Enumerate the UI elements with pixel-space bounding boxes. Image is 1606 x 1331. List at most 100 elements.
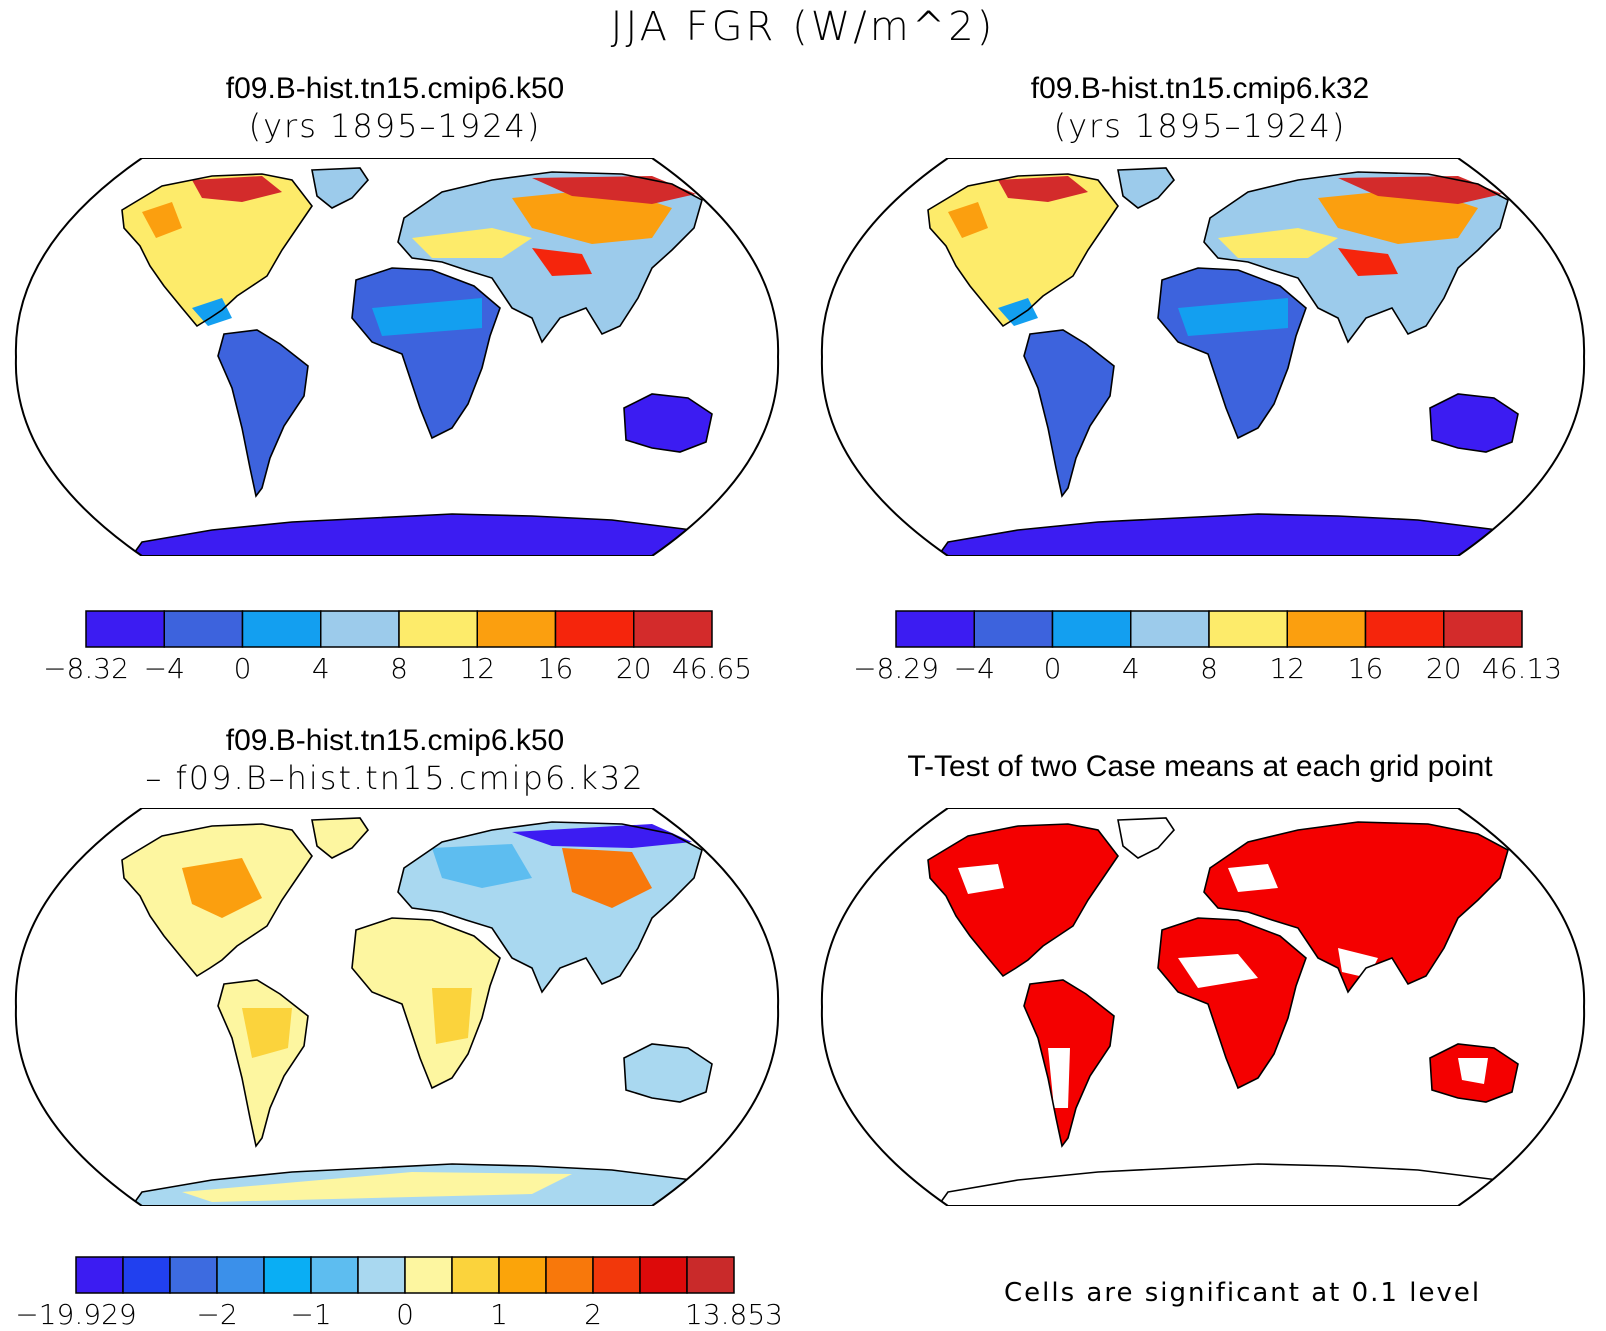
field-patch (1338, 248, 1398, 276)
greenland-landmass (1118, 168, 1174, 208)
field-patch (998, 298, 1038, 326)
field-patch (532, 248, 592, 276)
field-patch (192, 176, 282, 202)
africa-landmass (352, 918, 500, 1088)
colorbar-swatch (1130, 610, 1210, 648)
panel-1-colorbar (85, 610, 713, 648)
africa-coastline (351, 267, 501, 440)
panel-4-ttest-title: T-Test of two Case means at each grid po… (907, 750, 1493, 783)
field-patch (1178, 954, 1258, 988)
colorbar-tick-label: 4 (311, 652, 330, 685)
eurasia-landmass (1204, 822, 1508, 992)
colorbar-swatch (85, 610, 165, 648)
colorbar-tick-label: −2 (196, 1298, 238, 1331)
colorbar-tick-label: 12 (459, 652, 496, 685)
panel-1-years: (yrs 1895–1924) (248, 107, 542, 145)
colorbar-swatch (163, 610, 244, 648)
eurasia-coastline (397, 171, 703, 344)
colorbar-tick-label: −1 (290, 1298, 332, 1331)
field-patch (432, 844, 532, 888)
southAmerica-coastline (217, 329, 309, 498)
greenland-coastline (1117, 817, 1176, 859)
southAmerica-landmass (1024, 330, 1114, 496)
southAmerica-coastline (1023, 329, 1115, 498)
field-patch (562, 848, 652, 908)
antarctica-coastline (936, 513, 1562, 556)
field-patch (958, 864, 1004, 894)
field-patch (1218, 228, 1338, 258)
field-patch (192, 298, 232, 326)
antarctica-coastline (130, 513, 756, 556)
colorbar-swatch (1051, 610, 1132, 648)
colorbar-swatch (398, 610, 478, 648)
colorbar-tick-label: 46.13 (1481, 652, 1563, 685)
colorbar-swatch (498, 1256, 547, 1294)
colorbar-swatch (169, 1256, 218, 1294)
colorbar-tick-label: 0 (233, 652, 252, 685)
eurasia-coastline (1203, 821, 1509, 994)
colorbar-tick-label: 20 (615, 652, 652, 685)
northAmerica-coastline (927, 173, 1119, 328)
panel-4-title: T-Test of two Case means at each grid po… (800, 752, 1600, 782)
northAmerica-landmass (928, 824, 1118, 976)
colorbar-tick-label: 0 (1043, 652, 1062, 685)
field-patch (512, 824, 692, 848)
panel-2-colorbar (895, 610, 1523, 648)
northAmerica-coastline (927, 823, 1119, 978)
colorbar-tick-label: 1 (490, 1298, 508, 1331)
colorbar-swatch (404, 1256, 453, 1294)
australia-coastline (1429, 1043, 1519, 1103)
colorbar-tick-label: 8 (390, 652, 408, 685)
greenland-coastline (311, 167, 370, 209)
colorbar-tick-label: 13.853 (685, 1298, 783, 1331)
field-patch (182, 1172, 572, 1202)
eurasia-coastline (397, 821, 703, 994)
field-patch (412, 228, 532, 258)
colorbar-swatch (633, 610, 713, 648)
field-patch (1048, 1048, 1070, 1108)
australia-landmass (624, 394, 712, 452)
africa-coastline (351, 917, 501, 1090)
figure-title: JJA FGR (W/m^2) (610, 4, 996, 50)
colorbar-tick-label: −8.32 (43, 652, 129, 685)
colorbar-tick-label: 16 (1347, 652, 1384, 685)
colorbar-tick-label: 12 (1269, 652, 1306, 685)
colorbar-tick-label: 2 (584, 1298, 602, 1331)
field-patch (1338, 948, 1378, 978)
field-patch (532, 176, 696, 204)
field-patch (1458, 1058, 1488, 1084)
colorbar-swatch (1286, 610, 1367, 648)
antarctica-coastline (130, 1163, 756, 1206)
colorbar-tick-label: 16 (537, 652, 574, 685)
panel-3-map (14, 808, 780, 1206)
colorbar-tick-label: 46.65 (671, 652, 753, 685)
australia-landmass (624, 1044, 712, 1102)
field-patch (1178, 298, 1288, 336)
field-patch (182, 858, 262, 918)
colorbar-swatch (1443, 610, 1523, 648)
australia-landmass (1430, 394, 1518, 452)
field-patch (998, 176, 1088, 202)
greenland-coastline (1117, 167, 1176, 209)
colorbar-tick-label: −4 (953, 652, 995, 685)
colorbar-swatch (263, 1256, 312, 1294)
field-patch (142, 202, 182, 238)
map-border (820, 808, 1586, 1206)
colorbar-swatch (973, 610, 1054, 648)
antarctica-coastline (936, 1163, 1562, 1206)
field-patch (948, 202, 988, 238)
panel-2-map (820, 158, 1586, 556)
panel-2-case-name: f09.B-hist.tn15.cmip6.k32 (1030, 72, 1370, 105)
colorbar-tick-label: 4 (1121, 652, 1140, 685)
panel-1-case-name: f09.B-hist.tn15.cmip6.k50 (225, 72, 565, 105)
colorbar-swatch (895, 610, 975, 648)
panel-2-title: f09.B-hist.tn15.cmip6.k32 (yrs 1895–1924… (800, 72, 1600, 145)
southAmerica-coastline (217, 979, 309, 1148)
map-border (14, 808, 780, 1206)
antarctica-landmass (132, 514, 752, 556)
colorbar-tick-label: 8 (1200, 652, 1218, 685)
eurasia-coastline (1203, 171, 1509, 344)
colorbar-swatch (216, 1256, 265, 1294)
southAmerica-landmass (218, 330, 308, 496)
panel-2-years: (yrs 1895–1924) (1053, 107, 1347, 145)
